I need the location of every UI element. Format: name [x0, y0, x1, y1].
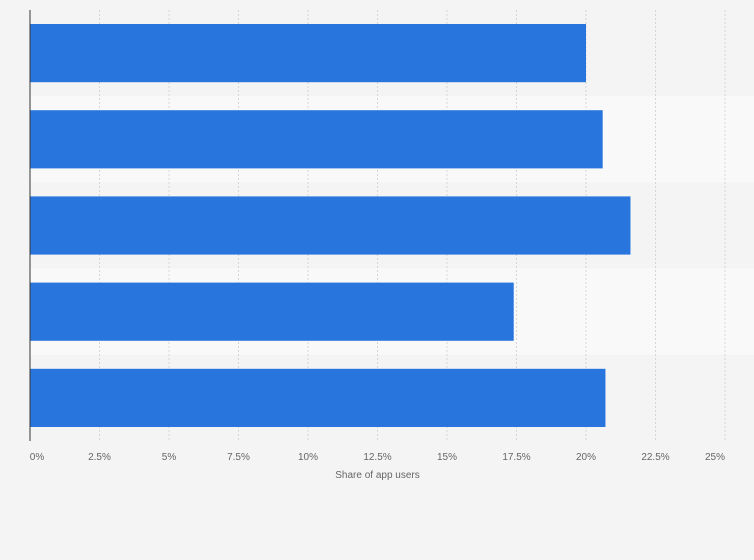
x-tick-label: 5% [162, 452, 177, 463]
bar[interactable] [30, 24, 586, 83]
x-tick-label: 20% [576, 452, 596, 463]
x-tick-label: 25% [705, 452, 725, 463]
x-tick-label: 10% [298, 452, 318, 463]
bars [30, 24, 631, 427]
x-axis-title: Share of app users [335, 470, 420, 481]
x-tick-label: 2.5% [88, 452, 111, 463]
bar[interactable] [30, 196, 631, 255]
x-tick-label: 17.5% [502, 452, 530, 463]
x-tick-label: 0% [30, 452, 45, 463]
bar[interactable] [30, 110, 603, 169]
bar[interactable] [30, 282, 514, 341]
x-tick-label: 22.5% [641, 452, 669, 463]
x-tick-label: 7.5% [227, 452, 250, 463]
x-tick-label: 12.5% [363, 452, 391, 463]
x-tick-label: 15% [437, 452, 457, 463]
bar[interactable] [30, 368, 606, 427]
x-axis-tick-labels: 0% 2.5% 5% 7.5% 10% 12.5% 15% 17.5% 20% 22.5% 25% [30, 452, 725, 463]
